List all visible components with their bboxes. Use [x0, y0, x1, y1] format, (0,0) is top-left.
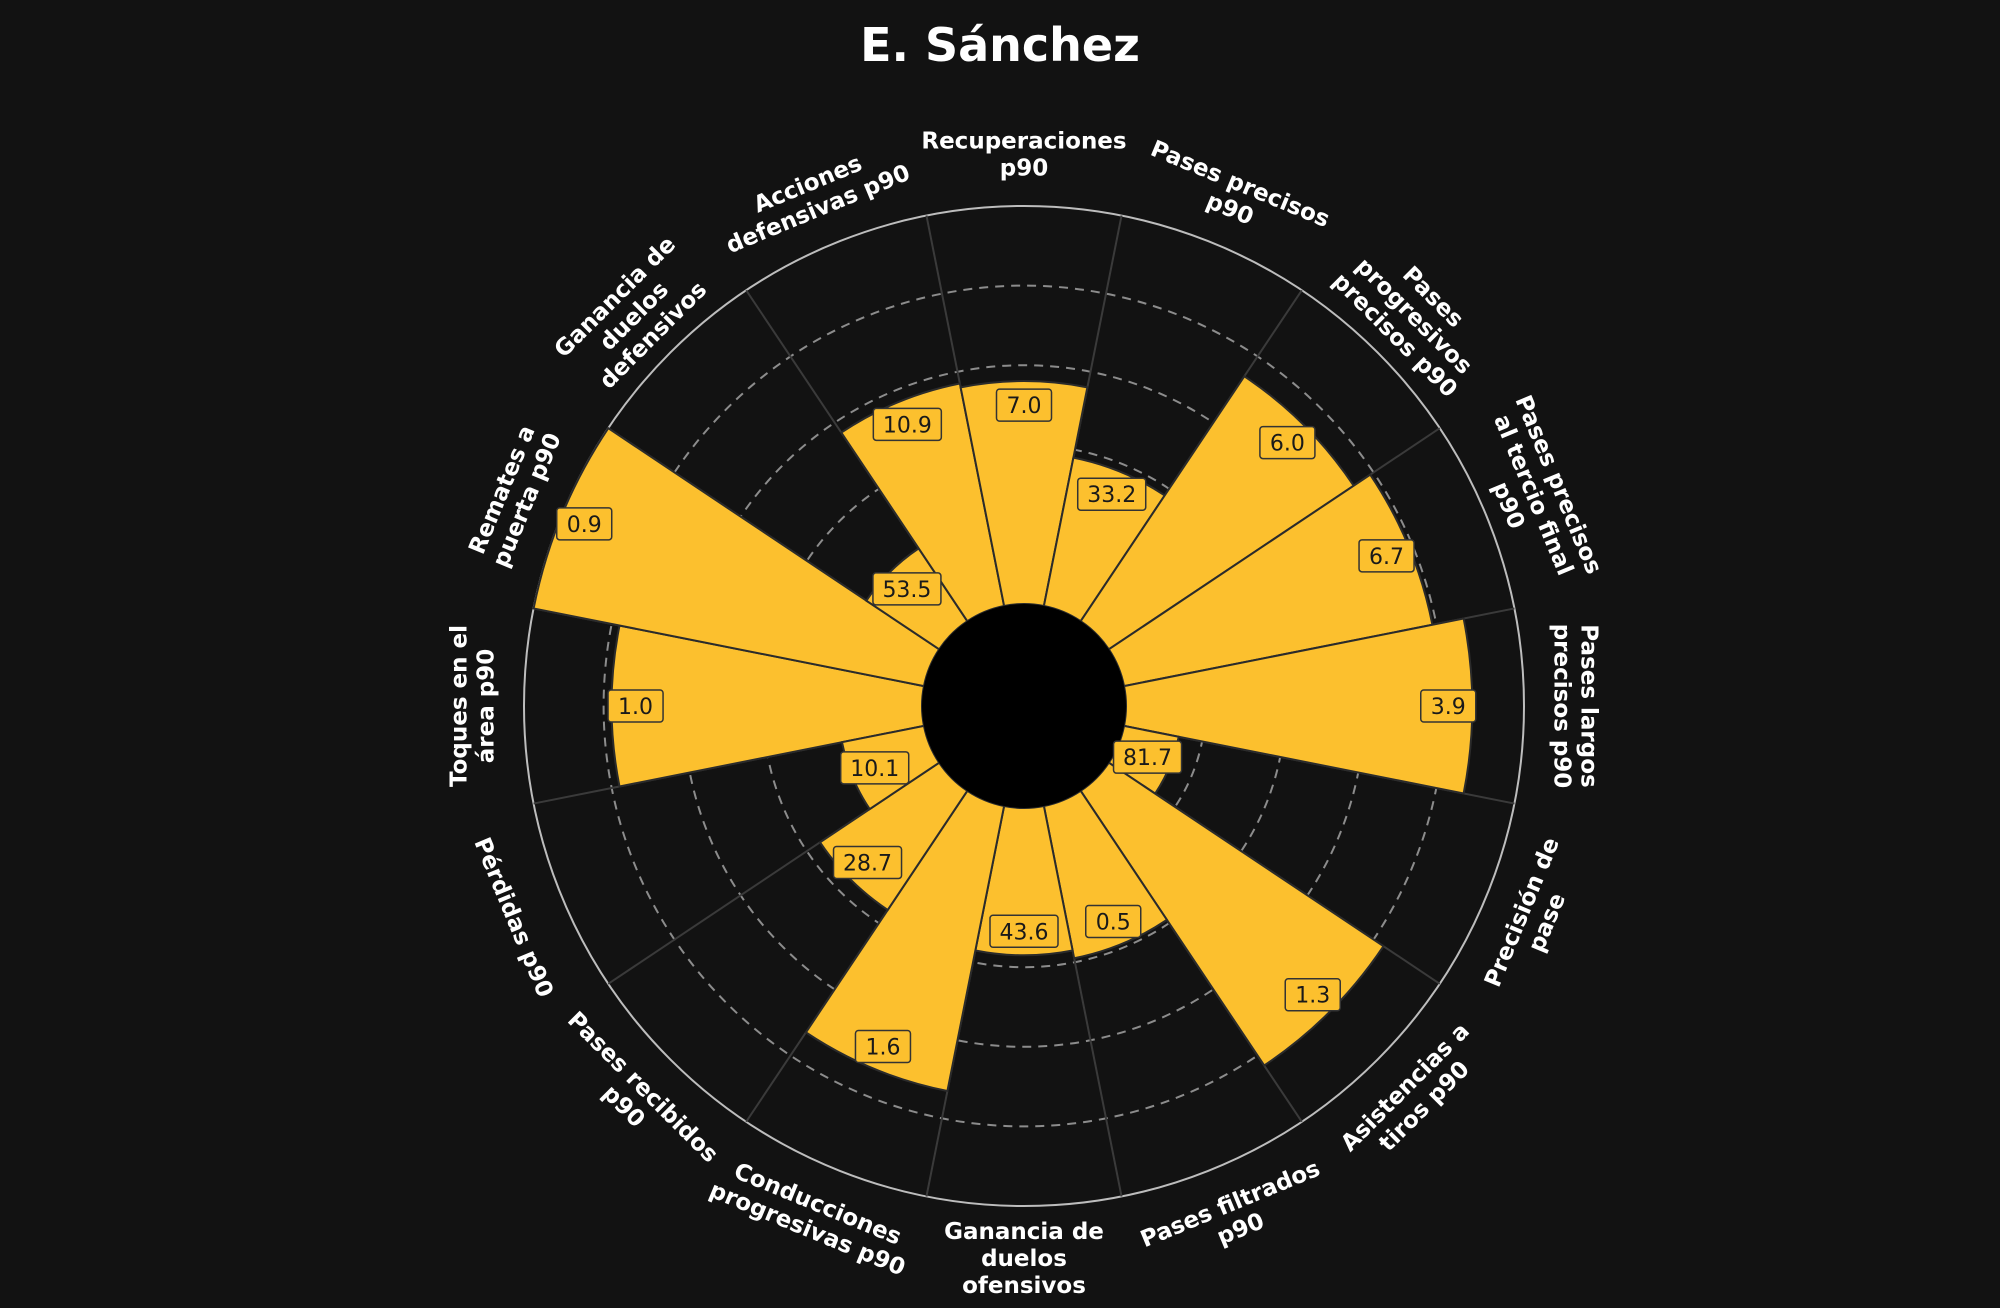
category-label-line: área p90 [474, 649, 500, 763]
value-labels: 1.0 0.9 53.5 10.9 7.0 33.2 6.0 6.7 3.9 81.7 1.3 0.5… [555, 388, 1477, 1064]
value-label-text-13: 1.6 [865, 1035, 900, 1060]
value-label-text-0: 1.0 [618, 695, 653, 720]
value-label-text-12: 43.6 [1000, 920, 1049, 945]
value-label-box-0 [607, 689, 664, 723]
category-label-line: Pases recibidos [562, 1007, 723, 1168]
category-label-3: Accionesdefensivas p90 [712, 135, 914, 259]
value-label-text-11: 0.5 [1096, 910, 1131, 935]
value-label-14: 28.7 [832, 845, 903, 880]
value-label-text-4: 7.0 [1007, 394, 1042, 419]
category-label-line: Pases largos [1576, 624, 1602, 787]
chart-title: E. Sánchez [860, 18, 1140, 72]
value-label-box-2 [872, 572, 942, 606]
value-label-box-12 [989, 914, 1059, 949]
category-label-7: Pases precisosal tercio finalp90 [1460, 392, 1607, 599]
category-label-15: Pérdidas p90 [468, 834, 557, 1001]
value-label-box-6 [1259, 425, 1316, 460]
category-label-line: Recuperaciones [921, 129, 1126, 155]
value-label-text-14: 28.7 [843, 851, 892, 876]
category-label-line: precisos p90 [1549, 624, 1575, 789]
value-label-text-1: 0.9 [567, 513, 602, 538]
value-label-7: 6.7 [1358, 539, 1415, 573]
center-disc [922, 604, 1126, 808]
value-label-15: 10.1 [839, 751, 910, 785]
value-label-8: 3.9 [1420, 689, 1477, 723]
value-label-2: 53.5 [872, 572, 942, 606]
value-label-text-15: 10.1 [850, 757, 899, 782]
value-label-text-2: 53.5 [882, 578, 931, 603]
category-label-6: Pasesprogresivosprecisos p90 [1327, 230, 1500, 403]
value-label-5: 33.2 [1076, 477, 1147, 511]
value-label-box-1 [555, 507, 613, 541]
value-label-box-4 [995, 388, 1053, 422]
value-label-box-13 [854, 1029, 912, 1064]
value-label-4: 7.0 [995, 388, 1053, 422]
category-label-5: Pases precisosp90 [1137, 136, 1334, 258]
value-label-box-11 [1084, 904, 1142, 939]
category-label-line: ofensivos [962, 1273, 1086, 1299]
value-label-box-7 [1358, 539, 1415, 573]
category-label-14: Pases recibidosp90 [543, 1007, 723, 1187]
value-label-6: 6.0 [1259, 425, 1316, 460]
value-label-13: 1.6 [854, 1029, 912, 1064]
category-label-13: Conduccionesprogresivas p90 [706, 1152, 920, 1281]
category-label-10: Asistencias atiros p90 [1336, 1018, 1494, 1176]
value-label-box-9 [1112, 740, 1183, 774]
category-label-4: Recuperaciones p90 [921, 129, 1126, 182]
outer-ring [523, 205, 1525, 1207]
value-label-11: 0.5 [1084, 904, 1142, 939]
value-label-text-5: 33.2 [1087, 483, 1136, 508]
category-label-8: Pases largosprecisos p90 [1549, 624, 1602, 789]
value-label-box-5 [1076, 477, 1147, 511]
category-label-12: Ganancia de duelos ofensivos [944, 1219, 1104, 1299]
value-label-box-14 [832, 845, 903, 880]
value-label-text-8: 3.9 [1431, 695, 1466, 720]
bars [532, 374, 1474, 1093]
category-label-line: p90 [1000, 156, 1048, 182]
category-label-9: Precisión depase [1480, 834, 1590, 1001]
value-label-text-10: 1.3 [1295, 984, 1330, 1009]
value-label-box-3 [872, 407, 943, 442]
value-label-box-10 [1284, 977, 1341, 1012]
category-label-2: Ganancia deduelosdefensivos [550, 232, 720, 402]
value-label-text-9: 81.7 [1123, 746, 1172, 771]
category-label-11: Pases filtradosp90 [1137, 1156, 1334, 1278]
value-label-box-8 [1420, 689, 1477, 723]
value-label-text-7: 6.7 [1369, 545, 1404, 570]
category-label-0: Toques en elárea p90 [447, 625, 500, 787]
value-label-9: 81.7 [1112, 740, 1183, 774]
value-label-box-15 [839, 751, 910, 785]
value-label-12: 43.6 [989, 914, 1059, 949]
value-label-10: 1.3 [1284, 977, 1341, 1012]
value-label-1: 0.9 [555, 507, 613, 541]
value-label-0: 1.0 [607, 689, 664, 723]
category-label-line: Ganancia de [944, 1219, 1104, 1245]
value-label-text-6: 6.0 [1270, 432, 1305, 457]
category-label-line: Toques en el [447, 625, 473, 787]
center-disc [922, 604, 1126, 808]
value-label-3: 10.9 [872, 407, 943, 442]
value-label-text-3: 10.9 [883, 413, 932, 438]
category-label-line: duelos [981, 1246, 1067, 1272]
category-label-line: Pérdidas p90 [468, 834, 557, 1001]
